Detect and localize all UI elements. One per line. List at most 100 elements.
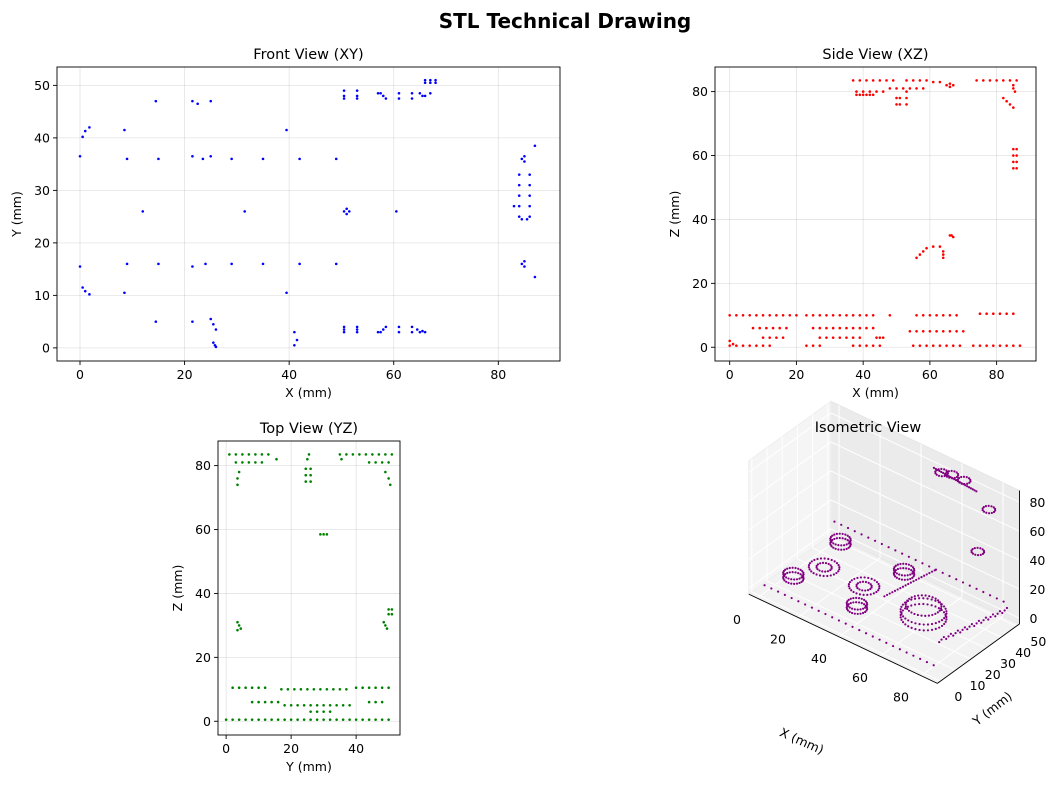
data-point (241, 461, 244, 464)
data-point (858, 344, 862, 347)
data-point (1008, 103, 1012, 106)
data-point (992, 506, 995, 509)
data-point (830, 540, 833, 544)
data-point (911, 576, 914, 579)
data-point (900, 612, 903, 616)
data-point (858, 593, 862, 596)
data-point (938, 609, 941, 612)
y-axis-label: Z (mm) (170, 565, 185, 612)
data-point (125, 157, 129, 161)
data-point (915, 578, 918, 581)
data-point (907, 567, 911, 571)
data-point (209, 99, 213, 103)
data-point (947, 474, 950, 478)
data-point (918, 628, 921, 632)
data-point (971, 344, 975, 347)
data-point (841, 532, 844, 536)
data-point (909, 573, 912, 576)
data-point (944, 607, 947, 610)
data-point (926, 629, 930, 632)
data-point (434, 81, 437, 85)
data-point (871, 93, 875, 97)
data-point (913, 569, 916, 572)
data-point (981, 79, 985, 82)
data-point (377, 453, 381, 456)
y-tick-label: 10 (970, 678, 986, 693)
data-point (309, 718, 312, 721)
data-point (915, 314, 918, 317)
data-point (846, 609, 850, 612)
data-point (868, 90, 872, 93)
data-point (78, 154, 82, 158)
data-point (928, 314, 932, 317)
axes-frame (56, 66, 561, 362)
x-tick-label: 80 (490, 367, 506, 382)
data-point (859, 581, 862, 584)
data-point (987, 618, 990, 621)
data-point (915, 256, 918, 260)
data-point (768, 336, 772, 339)
data-point (835, 562, 839, 565)
data-point (342, 210, 346, 213)
data-point (763, 584, 766, 587)
data-point (276, 700, 280, 704)
data-point (728, 344, 731, 347)
data-point (379, 330, 382, 334)
data-point (901, 552, 904, 555)
data-point (913, 597, 917, 600)
x-tick-label: 20 (177, 367, 193, 382)
data-point (829, 543, 832, 546)
data-point (988, 512, 991, 515)
data-point (848, 587, 851, 590)
data-point (793, 578, 796, 581)
data-point (387, 612, 390, 616)
data-point (387, 608, 390, 611)
data-point (818, 336, 822, 339)
data-point (304, 473, 308, 477)
data-point (788, 314, 792, 317)
data-point (952, 634, 955, 637)
data-point (1015, 154, 1018, 157)
data-point (833, 560, 836, 563)
data-point (818, 344, 822, 347)
data-point (898, 573, 901, 576)
data-point (267, 453, 270, 456)
data-point (955, 578, 958, 581)
data-point (528, 204, 531, 208)
x-tick-label: 0 (733, 612, 741, 627)
data-point (397, 325, 401, 329)
data-point (380, 700, 384, 704)
data-point (123, 291, 126, 295)
y-tick-label: 40 (1015, 645, 1031, 660)
data-point (945, 612, 948, 615)
x-tick-label: 60 (922, 367, 938, 382)
figure-title: STL Technical Drawing (439, 9, 692, 33)
data-point (1012, 147, 1015, 151)
data-point (123, 128, 126, 132)
data-point (355, 94, 359, 98)
data-point (913, 603, 917, 606)
data-point (309, 473, 312, 477)
data-point (856, 586, 859, 590)
data-point (212, 322, 215, 326)
data-point (864, 632, 868, 635)
data-point (1015, 167, 1018, 170)
data-point (969, 480, 972, 483)
data-point (782, 573, 785, 576)
data-point (892, 569, 896, 572)
data-point (871, 314, 875, 317)
data-point (771, 326, 775, 330)
x-tick-label: 0 (726, 367, 734, 382)
data-point (910, 596, 913, 599)
data-point (938, 469, 941, 473)
data-point (925, 344, 928, 347)
data-point (918, 79, 922, 82)
grid-line-3d (830, 528, 1020, 619)
data-point (899, 567, 902, 570)
data-point (289, 718, 293, 721)
data-point (903, 607, 907, 610)
data-point (887, 546, 890, 549)
data-point (931, 245, 935, 248)
data-point (988, 79, 992, 82)
data-point (845, 326, 848, 330)
